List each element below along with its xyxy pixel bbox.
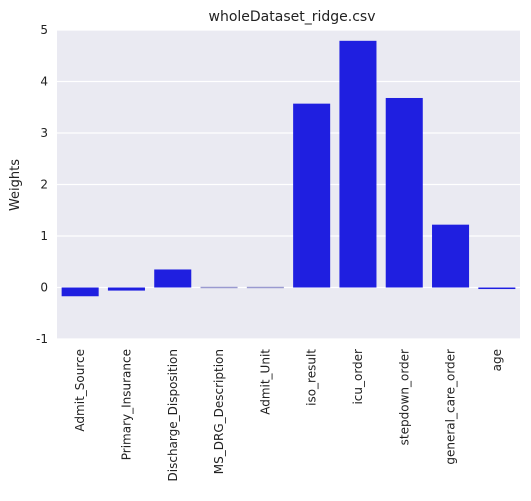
x-tick-label: MS_DRG_Description (212, 349, 226, 474)
chart-title: wholeDataset_ridge.csv (209, 9, 376, 25)
bars (61, 40, 516, 297)
bar-discharge-disposition (154, 269, 192, 288)
bar-age (478, 287, 516, 290)
y-tick-label: 3 (40, 126, 48, 140)
x-tick-label: icu_order (351, 349, 365, 405)
x-tick-label: age (490, 349, 504, 371)
x-tick-label: Admit_Source (73, 349, 87, 432)
y-tick-label: 5 (40, 23, 48, 37)
y-tick-label: 2 (40, 178, 48, 192)
bar-ms-drg-description (200, 286, 238, 289)
bar-admit-source (61, 287, 99, 297)
y-tick-label: -1 (36, 332, 48, 346)
bar-icu-order (339, 40, 377, 288)
x-tick-label: general_care_order (444, 349, 458, 465)
bar-iso-result (293, 103, 331, 288)
x-tick-label: stepdown_order (397, 349, 411, 445)
y-tick-label: 1 (40, 229, 48, 243)
x-tick-labels: Admit_Source Primary_Insurance Discharge_D… (73, 349, 504, 482)
x-tick-label: Discharge_Disposition (166, 349, 180, 481)
y-axis-label: Weights (8, 159, 23, 211)
y-tick-label: 4 (40, 75, 48, 89)
bar-admit-unit (246, 286, 284, 289)
y-tick-labels: -1 0 1 2 3 4 5 (36, 23, 48, 346)
x-tick-label: Primary_Insurance (119, 349, 133, 460)
x-tick-label: iso_result (305, 349, 319, 406)
y-tick-label: 0 (40, 281, 48, 295)
bar-primary-insurance (107, 287, 145, 291)
bar-general-care-order (432, 224, 470, 288)
x-tick-label: Admit_Unit (258, 349, 272, 415)
bar-stepdown-order (385, 97, 423, 288)
